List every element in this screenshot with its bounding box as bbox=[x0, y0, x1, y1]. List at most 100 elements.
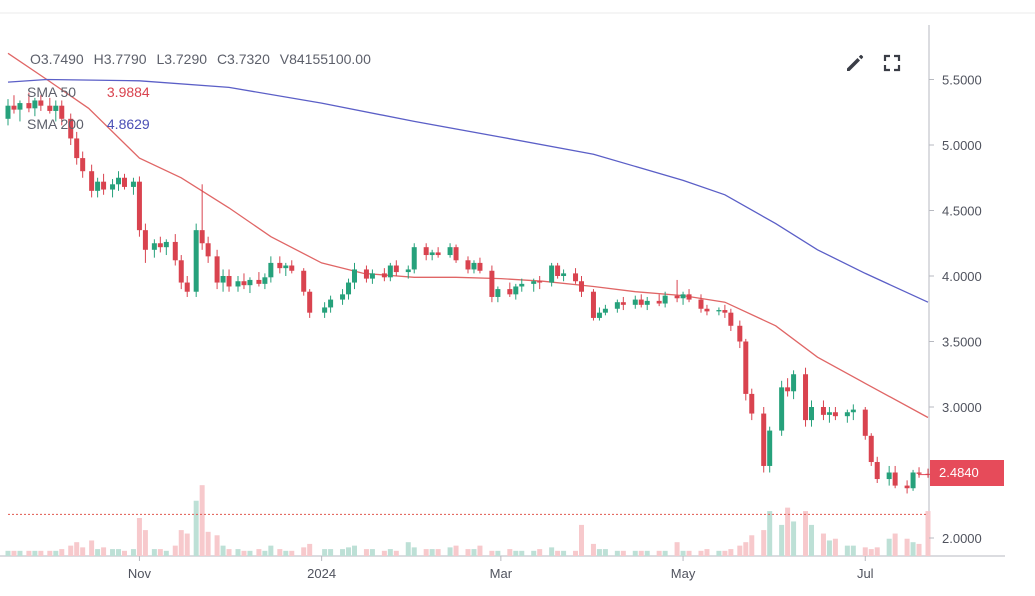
volume-bar bbox=[136, 518, 142, 556]
candle-body bbox=[142, 230, 148, 250]
legend-sma200[interactable]: SMA 200 4.8629 bbox=[27, 116, 150, 132]
candle-body bbox=[874, 462, 880, 480]
volume-bar bbox=[904, 538, 910, 556]
price-tick-label: 5.0000 bbox=[942, 138, 982, 153]
volume-bar bbox=[886, 538, 892, 556]
close-value: C3.7320 bbox=[216, 51, 270, 67]
volume-bar bbox=[779, 524, 785, 556]
candle-body bbox=[728, 312, 734, 326]
candle-body bbox=[363, 269, 369, 279]
volume-bar bbox=[728, 549, 734, 556]
candle-body bbox=[590, 291, 596, 318]
price-axis[interactable]: 5.5000 5.0000 4.5000 4.0000 3.5000 3.0000 2.00… bbox=[929, 73, 982, 547]
volume-bar bbox=[289, 550, 295, 556]
volume-bar bbox=[47, 550, 53, 556]
candle-body bbox=[110, 184, 116, 190]
candle-body bbox=[704, 308, 710, 312]
candle-body bbox=[423, 247, 429, 256]
volume-bar bbox=[423, 549, 429, 556]
candle-body bbox=[157, 243, 163, 248]
time-tick-label: Mar bbox=[490, 566, 513, 581]
volume-bar bbox=[5, 550, 11, 556]
reference-line bbox=[8, 474, 929, 515]
volume-bar bbox=[674, 542, 680, 556]
time-axis[interactable]: Nov 2024 Mar May Jul bbox=[128, 556, 874, 581]
candle-body bbox=[614, 302, 620, 309]
candle-body bbox=[579, 281, 585, 292]
last-price-tag: 2.4840 bbox=[930, 460, 1004, 486]
volume-bar bbox=[283, 550, 289, 556]
candle-body bbox=[262, 277, 268, 284]
candle-body bbox=[910, 472, 916, 489]
volume-bar bbox=[465, 549, 471, 556]
time-tick-label: Jul bbox=[857, 566, 874, 581]
volume-bar bbox=[704, 549, 710, 556]
candle-body bbox=[743, 341, 749, 394]
volume-bar bbox=[68, 545, 74, 556]
volume-bar bbox=[749, 535, 755, 556]
candle-body bbox=[340, 294, 346, 300]
candle-body bbox=[531, 281, 537, 284]
volume-bar bbox=[632, 550, 638, 556]
candle-body bbox=[307, 291, 313, 313]
fullscreen-icon[interactable] bbox=[880, 51, 904, 75]
volume-bar bbox=[17, 550, 23, 556]
candle-body bbox=[130, 181, 136, 187]
candle-body bbox=[247, 279, 253, 286]
candle-body bbox=[235, 281, 241, 287]
price-tick-label: 3.0000 bbox=[942, 400, 982, 415]
volume-bar bbox=[363, 549, 369, 556]
volume-bar bbox=[832, 538, 838, 556]
volume-bar bbox=[256, 549, 262, 556]
candle-body bbox=[737, 325, 743, 342]
volume-bar bbox=[614, 550, 620, 556]
candle-body bbox=[283, 265, 289, 269]
volume-bar bbox=[519, 550, 525, 556]
candle-body bbox=[844, 412, 850, 417]
volume-bar bbox=[89, 540, 95, 556]
volume-bar bbox=[573, 550, 579, 556]
volume-bar bbox=[743, 542, 749, 556]
candle-body bbox=[151, 243, 157, 250]
candle-body bbox=[868, 435, 874, 463]
legend-sma200-value: 4.8629 bbox=[106, 116, 150, 132]
candle-body bbox=[369, 273, 375, 279]
volume-bar bbox=[686, 550, 692, 556]
candle-body bbox=[561, 273, 567, 276]
candle-body bbox=[862, 409, 868, 436]
volume-bar bbox=[411, 547, 417, 556]
volume-bar bbox=[214, 535, 220, 556]
volume-bar bbox=[393, 550, 399, 556]
candle-body bbox=[226, 276, 232, 287]
candle-body bbox=[916, 472, 922, 474]
candlesticks bbox=[5, 92, 931, 494]
legend-sma200-name: SMA 200 bbox=[27, 116, 84, 132]
volume-bar bbox=[596, 549, 602, 556]
candle-body bbox=[809, 407, 815, 421]
candle-body bbox=[17, 103, 23, 110]
candle-body bbox=[495, 289, 501, 297]
volume-bar bbox=[220, 545, 226, 556]
volume-bars bbox=[5, 485, 931, 556]
high-value: H3.7790 bbox=[93, 51, 147, 67]
volume-bar bbox=[489, 550, 495, 556]
legend-sma50[interactable]: SMA 50 3.9884 bbox=[27, 84, 150, 100]
candle-body bbox=[435, 252, 441, 256]
candle-body bbox=[101, 181, 107, 190]
pencil-icon[interactable] bbox=[843, 51, 867, 75]
volume-bar bbox=[844, 545, 850, 556]
candle-body bbox=[555, 265, 561, 276]
price-tick-label: 4.5000 bbox=[942, 204, 982, 219]
candle-body bbox=[346, 282, 352, 295]
volume-bar bbox=[340, 549, 346, 556]
candle-body bbox=[11, 105, 17, 110]
volume-bar bbox=[80, 547, 86, 556]
volume-bar bbox=[826, 540, 832, 556]
volume-bar bbox=[809, 524, 815, 556]
candle-body bbox=[826, 412, 832, 415]
price-tick-label: 5.5000 bbox=[942, 73, 982, 88]
candle-body bbox=[268, 262, 274, 278]
volume-bar bbox=[803, 511, 809, 556]
volume-bar bbox=[453, 545, 459, 556]
